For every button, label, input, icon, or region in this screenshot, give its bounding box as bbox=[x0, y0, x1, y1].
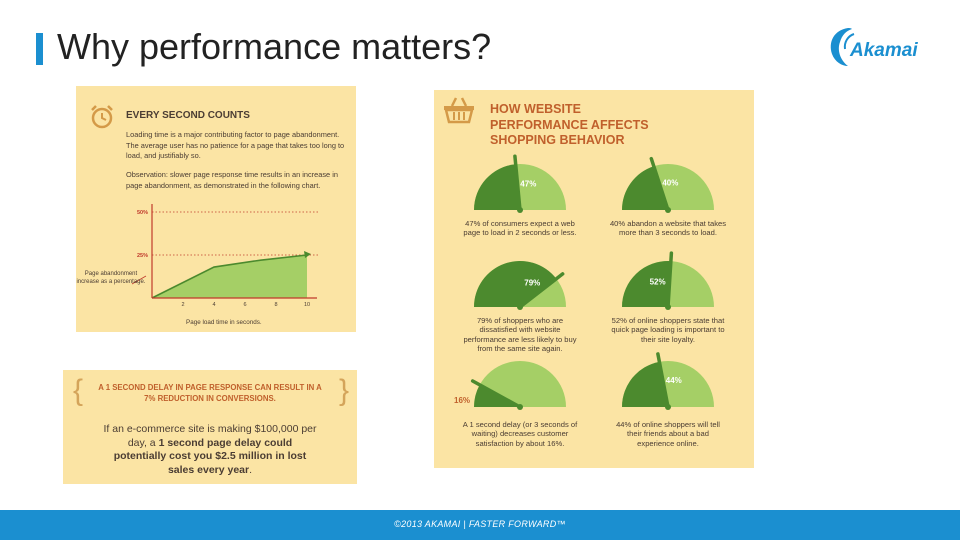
delay-body-end: . bbox=[249, 463, 253, 476]
slide-title: Why performance matters? bbox=[57, 26, 492, 67]
shopping-heading-line1: HOW WEBSITE bbox=[490, 102, 581, 116]
gauge-caption-6: 44% of online shoppers will tell their f… bbox=[616, 420, 720, 448]
shopping-heading: HOW WEBSITE PERFORMANCE AFFECTS SHOPPING… bbox=[490, 102, 649, 149]
gauge-caption-5: A 1 second delay (or 3 seconds of waitin… bbox=[462, 420, 578, 448]
chart-line bbox=[151, 254, 308, 299]
gauge-hub bbox=[665, 304, 671, 310]
gauge-hub bbox=[665, 207, 671, 213]
gauge-needle bbox=[470, 379, 522, 409]
shopping-behavior-panel: HOW WEBSITE PERFORMANCE AFFECTS SHOPPING… bbox=[434, 90, 754, 468]
every-second-para2: Observation: slower page response time r… bbox=[126, 170, 338, 190]
gauge-hub bbox=[517, 207, 523, 213]
chart-y-tick: 50% bbox=[137, 210, 148, 216]
gauge-percent: 44% bbox=[666, 376, 682, 385]
every-second-counts-panel: EVERY SECOND COUNTS Loading time is a ma… bbox=[76, 86, 356, 332]
chart-label-pointer bbox=[131, 275, 147, 285]
gauge: 40% bbox=[622, 156, 714, 213]
gauge-needle bbox=[513, 154, 522, 212]
chart-x-label: Page load time in seconds. bbox=[186, 319, 262, 326]
gauge bbox=[470, 361, 566, 410]
gauge-fill bbox=[622, 361, 668, 407]
gauges-layer: 47% 40% 79% 52% 44% bbox=[470, 154, 714, 410]
gauge-needle bbox=[649, 156, 670, 212]
chart-y-label: Page abandonment increase as a percentag… bbox=[76, 271, 146, 285]
abandonment-chart: 25% 50% 2 4 6 8 10 bbox=[131, 204, 319, 308]
every-second-para1: Loading time is a major contributing fac… bbox=[126, 130, 345, 160]
chart-x-tick: 4 bbox=[212, 302, 215, 308]
every-second-heading: EVERY SECOND COUNTS bbox=[126, 110, 250, 121]
delay-body-bold: 1 second page delay could potentially co… bbox=[113, 436, 307, 476]
gauge: 52% bbox=[622, 251, 714, 310]
chart-arrowhead bbox=[304, 251, 311, 258]
gauge-needle bbox=[518, 272, 565, 309]
gauge: 47% bbox=[474, 154, 566, 213]
gauge-hub bbox=[665, 404, 671, 410]
gauge-fill bbox=[474, 261, 557, 307]
chart-x-tick: 6 bbox=[243, 302, 246, 308]
footer-copyright: ©2013 AKAMAI | FASTER FORWARD™ bbox=[394, 519, 566, 529]
shopping-heading-line2: PERFORMANCE AFFECTS bbox=[490, 117, 649, 132]
alarm-clock-icon bbox=[91, 105, 113, 129]
chart-y-tick: 25% bbox=[137, 253, 148, 259]
gauge-percent: 79% bbox=[524, 278, 540, 287]
gauge-fill bbox=[622, 261, 671, 307]
akamai-logo bbox=[830, 28, 855, 66]
gauge-percent: 52% bbox=[650, 277, 666, 286]
chart-x-tick: 10 bbox=[304, 302, 310, 308]
gauge: 44% bbox=[622, 352, 714, 410]
gauge-needle bbox=[666, 251, 674, 309]
delay-body-start: If an e-commerce site is making $100,000… bbox=[103, 423, 317, 449]
gauge-caption-1: 47% of consumers expect a web page to lo… bbox=[463, 219, 577, 238]
gauge-caption-4: 52% of online shoppers state that quick … bbox=[611, 316, 725, 344]
gauge-fill bbox=[474, 164, 520, 210]
chart-x-tick: 2 bbox=[181, 302, 184, 308]
gauge-percent: 40% bbox=[662, 179, 678, 188]
chart-area bbox=[152, 255, 307, 298]
right-brace: } bbox=[339, 374, 350, 407]
gauge-hub bbox=[517, 304, 523, 310]
title-accent-bar bbox=[36, 33, 43, 65]
delay-conversion-panel: { } A 1 SECOND DELAY IN PAGE RESPONSE CA… bbox=[63, 370, 357, 484]
chart-x-tick: 8 bbox=[274, 302, 277, 308]
delay-body: If an e-commerce site is making $100,000… bbox=[103, 423, 317, 477]
shopping-heading-line3: SHOPPING BEHAVIOR bbox=[490, 133, 625, 147]
gauge-side-label: 16% bbox=[454, 396, 471, 405]
logo-wordmark: Akamai bbox=[850, 40, 918, 61]
gauge-needle bbox=[656, 352, 670, 409]
delay-headline: A 1 SECOND DELAY IN PAGE RESPONSE CAN RE… bbox=[98, 383, 322, 403]
gauge-hub bbox=[517, 404, 523, 410]
shopping-basket-icon bbox=[444, 97, 474, 124]
gauge-caption-3: 79% of shoppers who are dissatisfied wit… bbox=[463, 316, 577, 354]
left-brace: { bbox=[73, 374, 84, 407]
gauge-percent: 47% bbox=[520, 180, 536, 189]
footer-bar: ©2013 AKAMAI | FASTER FORWARD™ bbox=[0, 510, 960, 540]
gauge: 79% bbox=[474, 261, 566, 310]
gauge-caption-2: 40% abandon a website that takes more th… bbox=[609, 219, 727, 238]
